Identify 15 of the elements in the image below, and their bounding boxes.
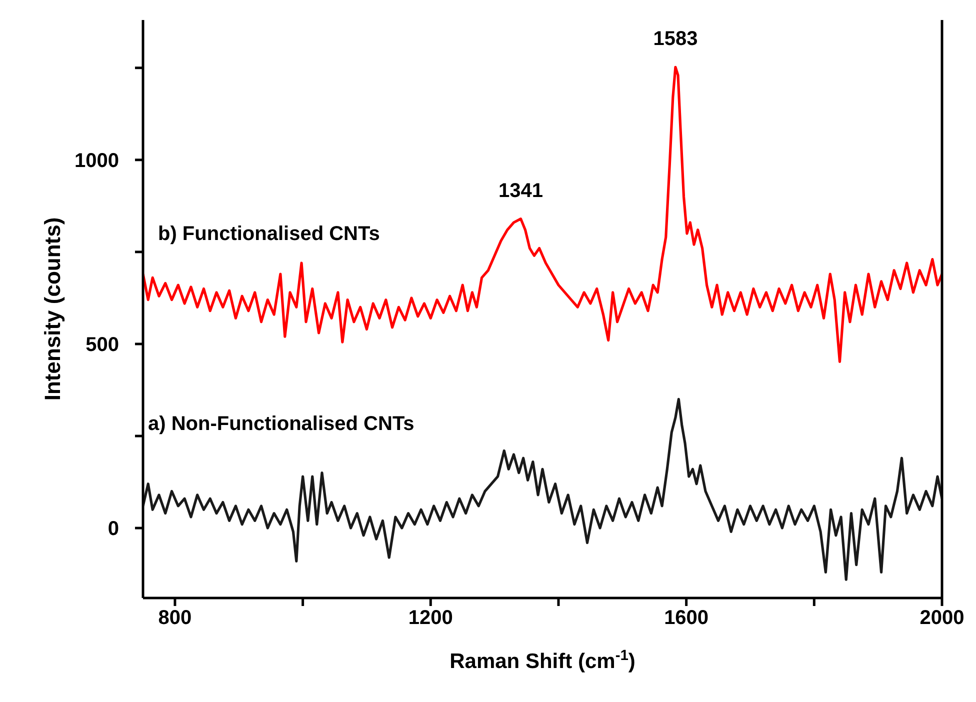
line-series [143, 66, 942, 363]
text: a) Non-Functionalised CNTs [148, 413, 414, 436]
y-tick-label: 1000 [74, 150, 119, 172]
annotation: 1583 [653, 28, 698, 50]
line-series [143, 398, 942, 581]
series-label: b) Functionalised CNTs [158, 223, 380, 246]
x-tick-label: 2000 [920, 607, 964, 630]
annotation: 1341 [498, 180, 544, 202]
x-axis-title: Raman Shift (cm$^{-1}$) [450, 648, 636, 673]
x-tick-label: 1600 [664, 607, 709, 630]
y-tick-label: 0 [108, 518, 119, 540]
x-tick-label: 800 [158, 607, 192, 630]
y-axis-title: Intensity (counts) [40, 217, 65, 401]
x-tick-label: 1200 [408, 607, 453, 630]
y-tick-label: 500 [86, 334, 119, 356]
